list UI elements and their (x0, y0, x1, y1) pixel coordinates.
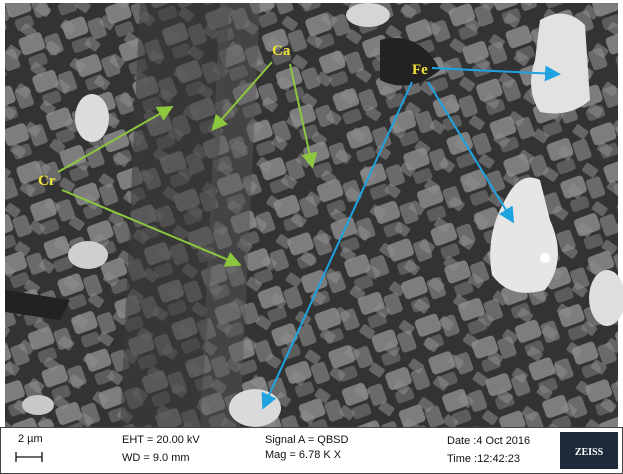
logo: ZEISS (575, 447, 604, 458)
date: Date :4 Oct 2016 (447, 435, 530, 447)
label-fe: Fe (412, 62, 428, 78)
mag: Mag = 6.78 K X (265, 449, 342, 461)
eht: EHT = 20.00 kV (122, 434, 200, 446)
info-bar: 2 µm EHT = 20.00 kV WD = 9.0 mm Signal A… (1, 428, 623, 474)
time: Time :12:42:23 (447, 453, 520, 465)
wd: WD = 9.0 mm (122, 452, 190, 464)
sem-figure: Ca Fe Cr 2 µm EHT = 20.00 kV WD = 9.0 mm… (0, 0, 623, 474)
micrograph (5, 3, 623, 427)
label-cr: Cr (38, 173, 56, 189)
signal: Signal A = QBSD (265, 434, 349, 446)
scale-text: 2 µm (18, 433, 43, 445)
label-ca: Ca (272, 43, 291, 59)
